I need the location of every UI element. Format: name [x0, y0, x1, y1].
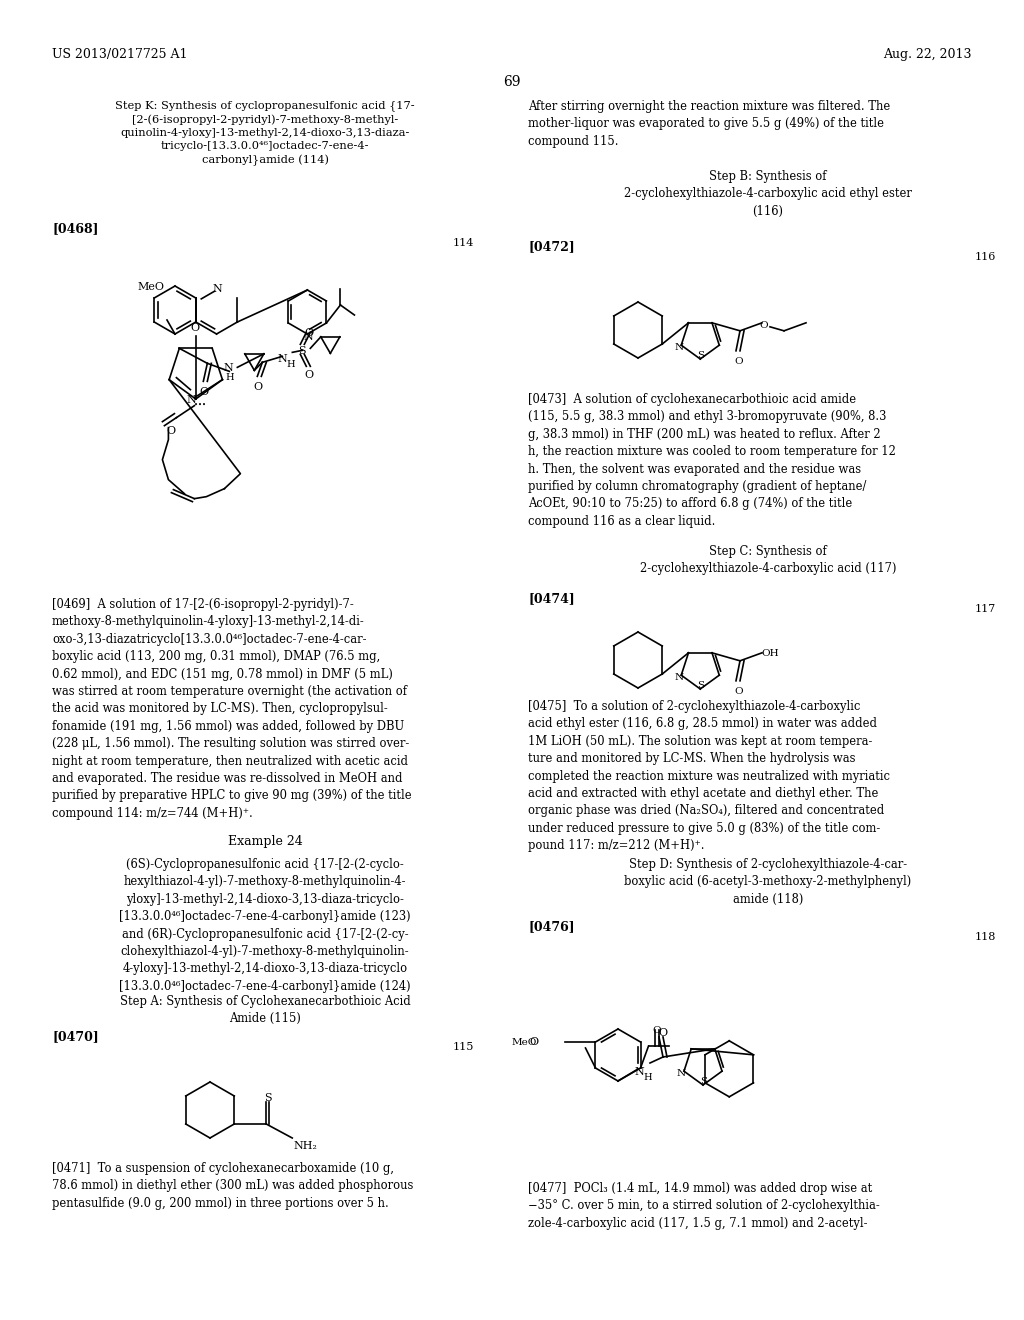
Text: Example 24: Example 24	[227, 836, 302, 847]
Text: O: O	[658, 1028, 667, 1038]
Text: N: N	[674, 673, 683, 682]
Text: O: O	[734, 356, 742, 366]
Text: [0472]: [0472]	[528, 240, 574, 253]
Text: Step B: Synthesis of
2-cyclohexylthiazole-4-carboxylic acid ethyl ester
(116): Step B: Synthesis of 2-cyclohexylthiazol…	[624, 170, 912, 218]
Text: O: O	[200, 387, 209, 397]
Text: Step C: Synthesis of
2-cyclohexylthiazole-4-carboxylic acid (117): Step C: Synthesis of 2-cyclohexylthiazol…	[640, 545, 896, 576]
Text: N: N	[634, 1067, 644, 1077]
Text: O: O	[734, 686, 742, 696]
Text: [0477]  POCl₃ (1.4 mL, 14.9 mmol) was added drop wise at
−35° C. over 5 min, to : [0477] POCl₃ (1.4 mL, 14.9 mmol) was add…	[528, 1181, 880, 1230]
Text: O: O	[529, 1038, 539, 1047]
Text: 114: 114	[453, 238, 474, 248]
Text: OH: OH	[761, 649, 778, 657]
Text: [0473]  A solution of cyclohexanecarbothioic acid amide
(115, 5.5 g, 38.3 mmol) : [0473] A solution of cyclohexanecarbothi…	[528, 393, 896, 528]
Text: [0471]  To a suspension of cyclohexanecarboxamide (10 g,
78.6 mmol) in diethyl e: [0471] To a suspension of cyclohexanecar…	[52, 1162, 414, 1210]
Text: S: S	[264, 1093, 272, 1104]
Text: Step A: Synthesis of Cyclohexanecarbothioic Acid
Amide (115): Step A: Synthesis of Cyclohexanecarbothi…	[120, 995, 411, 1026]
Text: S: S	[298, 346, 306, 356]
Text: NH₂: NH₂	[293, 1140, 317, 1151]
Text: MeO: MeO	[511, 1038, 537, 1047]
Text: [0474]: [0474]	[528, 591, 574, 605]
Text: Aug. 22, 2013: Aug. 22, 2013	[884, 48, 972, 61]
Text: (6S)-Cyclopropanesulfonic acid {17-[2-(2-cyclo-
hexylthiazol-4-yl)-7-methoxy-8-m: (6S)-Cyclopropanesulfonic acid {17-[2-(2…	[119, 858, 411, 993]
Text: O: O	[759, 321, 768, 330]
Text: O: O	[190, 323, 200, 333]
Text: 117: 117	[975, 605, 996, 614]
Text: After stirring overnight the reaction mixture was filtered. The
mother-liquor wa: After stirring overnight the reaction mi…	[528, 100, 890, 148]
Text: [0476]: [0476]	[528, 920, 574, 933]
Text: H: H	[287, 360, 295, 370]
Text: [0469]  A solution of 17-[2-(6-isopropyl-2-pyridyl)-7-
methoxy-8-methylquinolin-: [0469] A solution of 17-[2-(6-isopropyl-…	[52, 598, 412, 820]
Text: [0468]: [0468]	[52, 222, 98, 235]
Text: [0475]  To a solution of 2-cyclohexylthiazole-4-carboxylic
acid ethyl ester (116: [0475] To a solution of 2-cyclohexylthia…	[528, 700, 890, 853]
Text: O: O	[304, 371, 313, 380]
Text: S: S	[697, 351, 705, 360]
Text: H: H	[643, 1073, 651, 1082]
Text: 115: 115	[453, 1041, 474, 1052]
Text: O: O	[253, 383, 262, 392]
Text: MeO: MeO	[137, 282, 164, 292]
Text: O: O	[304, 329, 313, 338]
Text: N: N	[223, 363, 233, 374]
Text: N: N	[278, 354, 287, 364]
Text: O: O	[167, 425, 175, 436]
Text: H: H	[225, 374, 233, 383]
Text: 118: 118	[975, 932, 996, 942]
Text: •••: •••	[194, 401, 206, 409]
Text: N: N	[674, 343, 683, 352]
Text: S: S	[700, 1077, 708, 1086]
Text: N: N	[677, 1069, 686, 1078]
Text: O: O	[652, 1026, 662, 1035]
Text: US 2013/0217725 A1: US 2013/0217725 A1	[52, 48, 187, 61]
Text: Step D: Synthesis of 2-cyclohexylthiazole-4-car-
boxylic acid (6-acetyl-3-methox: Step D: Synthesis of 2-cyclohexylthiazol…	[625, 858, 911, 906]
Text: N: N	[303, 333, 313, 342]
Text: S: S	[697, 681, 705, 690]
Text: Step K: Synthesis of cyclopropanesulfonic acid {17-
[2-(6-isopropyl-2-pyridyl)-7: Step K: Synthesis of cyclopropanesulfoni…	[115, 100, 415, 166]
Text: 69: 69	[503, 75, 521, 88]
Text: N: N	[213, 284, 222, 294]
Text: 116: 116	[975, 252, 996, 261]
Text: [0470]: [0470]	[52, 1030, 98, 1043]
Text: N: N	[186, 395, 197, 405]
